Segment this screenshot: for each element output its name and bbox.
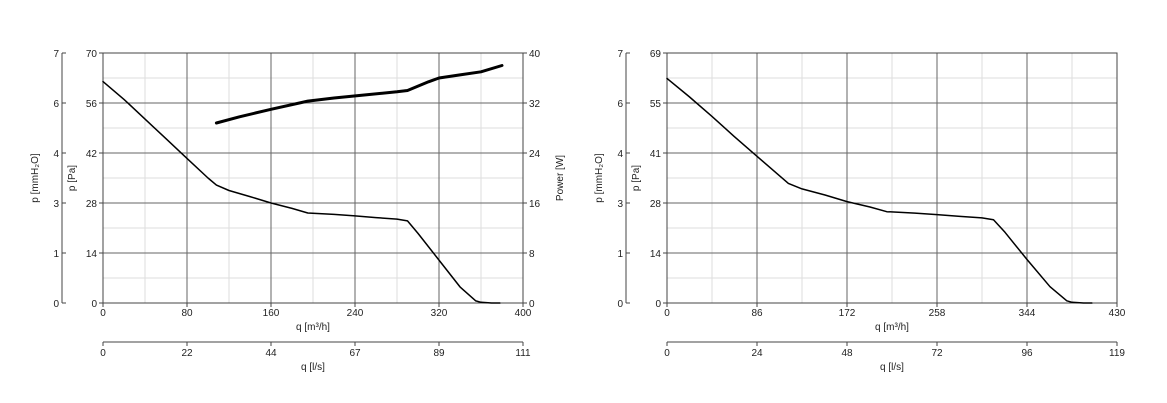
- chart1-power-curve: [214, 64, 504, 125]
- chart2-y-alt-tick-label: 4: [617, 149, 623, 160]
- chart1-y2-tick-label: 16: [529, 199, 541, 210]
- chart2-y-alt-tick-label: 6: [617, 99, 623, 110]
- chart1-y-tick-label: 70: [86, 49, 98, 60]
- chart1-y-alt-tick-label: 1: [53, 249, 59, 260]
- chart2-x-tick-label: 0: [664, 308, 670, 319]
- chart2-pressure-curve: [666, 77, 1093, 304]
- chart2-x-axis-label: q [m³/h]: [875, 322, 909, 333]
- chart2-y-tick-label: 69: [650, 49, 662, 60]
- chart1-y-tick-label: 14: [86, 249, 98, 260]
- chart2-y-alt-tick-label: 1: [617, 249, 623, 260]
- chart1-x-tick-label: 160: [263, 308, 280, 319]
- chart2-y-axis-label: p [Pa]: [631, 165, 642, 191]
- chart1-x2-tick-label: 111: [515, 348, 531, 359]
- chart1-y2-axis-label: Power [W]: [555, 155, 566, 201]
- chart2-x-tick-label: 430: [1109, 308, 1126, 319]
- chart1-pressure-curve: [102, 80, 501, 304]
- chart1-x-axis-label: q [m³/h]: [296, 322, 330, 333]
- chart2-x-tick-label: 86: [751, 308, 763, 319]
- chart1-y-alt-tick-label: 6: [53, 99, 59, 110]
- chart1-x2-tick-label: 0: [100, 348, 106, 359]
- chart2-y-alt-tick-label: 7: [617, 49, 623, 60]
- chart1-plot-frame: [102, 52, 524, 304]
- chart1-x-tick-label: 80: [181, 308, 193, 319]
- chart1-y-alt-tick-label: 4: [53, 149, 59, 160]
- chart2-x2-axis-label: q [l/s]: [880, 362, 904, 373]
- chart1-y-tick-label: 28: [86, 199, 98, 210]
- chart1-y2-tick-label: 32: [529, 99, 541, 110]
- chart2-x2-tick-label: 24: [751, 348, 763, 359]
- chart1-x-tick-label: 0: [100, 308, 106, 319]
- chart2-x2-tick-label: 96: [1021, 348, 1033, 359]
- chart2-y-tick-label: 55: [650, 99, 662, 110]
- chart1-x2-axis-label: q [l/s]: [301, 362, 325, 373]
- chart2-x-tick-label: 258: [929, 308, 946, 319]
- chart1-y-alt-axis-label: p [mmH₂O]: [30, 153, 41, 203]
- chart1-x2-tick-label: 22: [181, 348, 193, 359]
- chart1-y2-tick-label: 8: [529, 249, 535, 260]
- chart2-y-alt-axis-label: p [mmH₂O]: [594, 153, 605, 203]
- chart1-y2-tick-label: 0: [529, 299, 535, 310]
- chart2-x2-tick-label: 0: [664, 348, 670, 359]
- chart1-y-tick-label: 0: [91, 299, 97, 310]
- chart2-x2-tick-label: 119: [1109, 348, 1125, 359]
- chart2-y-tick-label: 41: [650, 149, 662, 160]
- chart1-y-tick-label: 56: [86, 99, 98, 110]
- chart1-y-axis-label: p [Pa]: [67, 165, 78, 191]
- chart1-y2-tick-label: 24: [529, 149, 541, 160]
- chart1-x2-tick-label: 89: [433, 348, 445, 359]
- chart1-y-alt-tick-label: 3: [53, 199, 59, 210]
- chart1-y2-tick-label: 40: [529, 49, 541, 60]
- chart2-y-tick-label: 28: [650, 199, 662, 210]
- chart2-x-tick-label: 172: [839, 308, 856, 319]
- chart1-y-alt-tick-label: 7: [53, 49, 59, 60]
- chart1-x-tick-label: 320: [431, 308, 448, 319]
- chart2-y-alt-tick-label: 0: [617, 299, 623, 310]
- chart2-x2-tick-label: 48: [841, 348, 853, 359]
- chart2-y-alt-tick-label: 3: [617, 199, 623, 210]
- chart1-x-tick-label: 400: [515, 308, 532, 319]
- chart2-x-tick-label: 344: [1019, 308, 1036, 319]
- chart1-y-alt-tick-label: 0: [53, 299, 59, 310]
- chart1-x-tick-label: 240: [347, 308, 364, 319]
- chart2-y-tick-label: 0: [655, 299, 661, 310]
- chart2-y-tick-label: 14: [650, 249, 662, 260]
- chart1-x2-tick-label: 44: [265, 348, 277, 359]
- chart2-plot-frame: [666, 52, 1118, 304]
- chart1-y-tick-label: 42: [86, 149, 98, 160]
- chart1-x2-tick-label: 67: [349, 348, 361, 359]
- chart2-x2-tick-label: 72: [931, 348, 943, 359]
